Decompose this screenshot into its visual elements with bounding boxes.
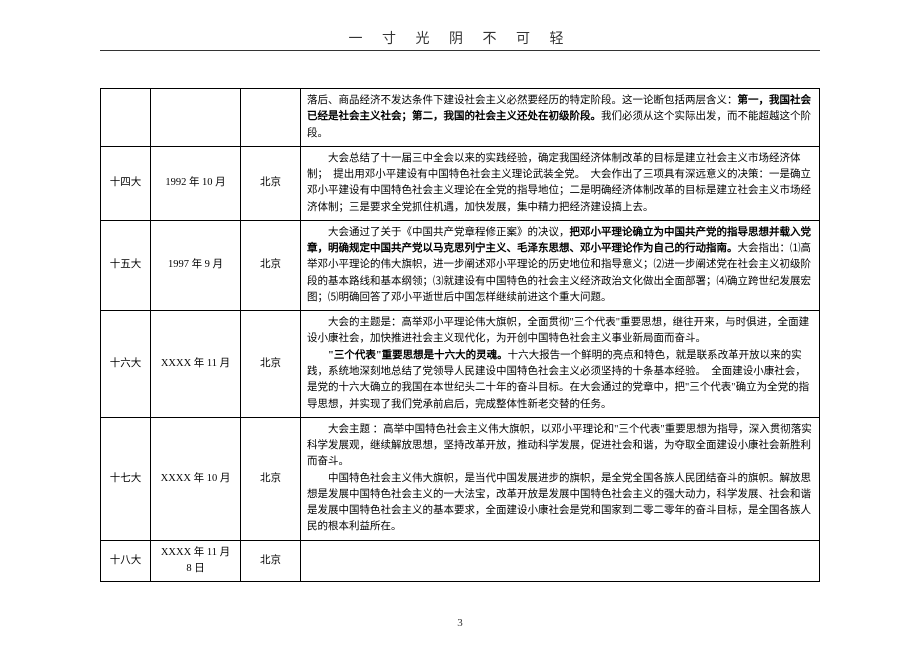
cell-content: 大会通过了关于《中国共产党章程修正案》的决议，把邓小平理论确立为中国共产党的指导… — [301, 220, 820, 310]
table-row: 十五大 1997 年 9 月 北京 大会通过了关于《中国共产党章程修正案》的决议… — [101, 220, 820, 310]
content-paragraph: 中国特色社会主义伟大旗帜，是当代中国发展进步的旗帜，是全党全国各族人民团结奋斗的… — [307, 471, 813, 536]
table-row: 落后、商品经济不发达条件下建设社会主义必然要经历的特定阶段。这一论断包括两层含义… — [101, 89, 820, 147]
cell-congress: 十四大 — [101, 146, 151, 220]
cell-content: 大会的主题是：高举邓小平理论伟大旗帜，全面贯彻"三个代表"重要思想，继往开来，与… — [301, 311, 820, 418]
content-paragraph: 大会主题 ：高举中国特色社会主义伟大旗帜，以邓小平理论和"三个代表"重要思想为指… — [307, 422, 813, 471]
cell-congress: 十六大 — [101, 311, 151, 418]
content-text: 落后、商品经济不发达条件下建设社会主义必然要经历的特定阶段。这一论断包括两层含义… — [307, 95, 738, 106]
cell-date: XXXX 年 11 月 — [151, 311, 241, 418]
content-paragraph: 大会通过了关于《中国共产党章程修正案》的决议，把邓小平理论确立为中国共产党的指导… — [307, 225, 813, 306]
content-paragraph: "三个代表"重要思想是十六大的灵魂。十六大报告一个鲜明的亮点和特色，就是联系改革… — [307, 348, 813, 413]
cell-content: 大会主题 ：高举中国特色社会主义伟大旗帜，以邓小平理论和"三个代表"重要思想为指… — [301, 417, 820, 540]
cell-congress: 十五大 — [101, 220, 151, 310]
table-row: 十八大 XXXX 年 11 月 8 日 北京 — [101, 540, 820, 582]
cell-place: 北京 — [241, 146, 301, 220]
content-text: 大会通过了关于《中国共产党章程修正案》的决议， — [328, 227, 570, 238]
content-paragraph: 大会总结了十一届三中全会以来的实践经验，确定我国经济体制改革的目标是建立社会主义… — [307, 151, 813, 216]
cell-date — [151, 89, 241, 147]
table-row: 十七大 XXXX 年 10 月 北京 大会主题 ：高举中国特色社会主义伟大旗帜，… — [101, 417, 820, 540]
page-number: 3 — [0, 617, 920, 629]
cell-place: 北京 — [241, 311, 301, 418]
cell-place: 北京 — [241, 540, 301, 582]
cell-congress: 十七大 — [101, 417, 151, 540]
cell-congress: 十八大 — [101, 540, 151, 582]
cell-date: 1992 年 10 月 — [151, 146, 241, 220]
cell-place — [241, 89, 301, 147]
cell-place: 北京 — [241, 417, 301, 540]
cell-content: 落后、商品经济不发达条件下建设社会主义必然要经历的特定阶段。这一论断包括两层含义… — [301, 89, 820, 147]
header-rule — [100, 50, 820, 51]
page-header-title: 一 寸 光 阴 不 可 轻 — [0, 28, 920, 48]
cell-content — [301, 540, 820, 582]
table-row: 十四大 1992 年 10 月 北京 大会总结了十一届三中全会以来的实践经验，确… — [101, 146, 820, 220]
content-bold: "三个代表"重要思想是十六大的灵魂。 — [328, 350, 508, 361]
congress-table: 落后、商品经济不发达条件下建设社会主义必然要经历的特定阶段。这一论断包括两层含义… — [100, 88, 820, 582]
cell-date: XXXX 年 11 月 8 日 — [151, 540, 241, 582]
cell-place: 北京 — [241, 220, 301, 310]
cell-date: 1997 年 9 月 — [151, 220, 241, 310]
cell-congress — [101, 89, 151, 147]
cell-date: XXXX 年 10 月 — [151, 417, 241, 540]
table-row: 十六大 XXXX 年 11 月 北京 大会的主题是：高举邓小平理论伟大旗帜，全面… — [101, 311, 820, 418]
content-paragraph: 大会的主题是：高举邓小平理论伟大旗帜，全面贯彻"三个代表"重要思想，继往开来，与… — [307, 315, 813, 348]
cell-content: 大会总结了十一届三中全会以来的实践经验，确定我国经济体制改革的目标是建立社会主义… — [301, 146, 820, 220]
